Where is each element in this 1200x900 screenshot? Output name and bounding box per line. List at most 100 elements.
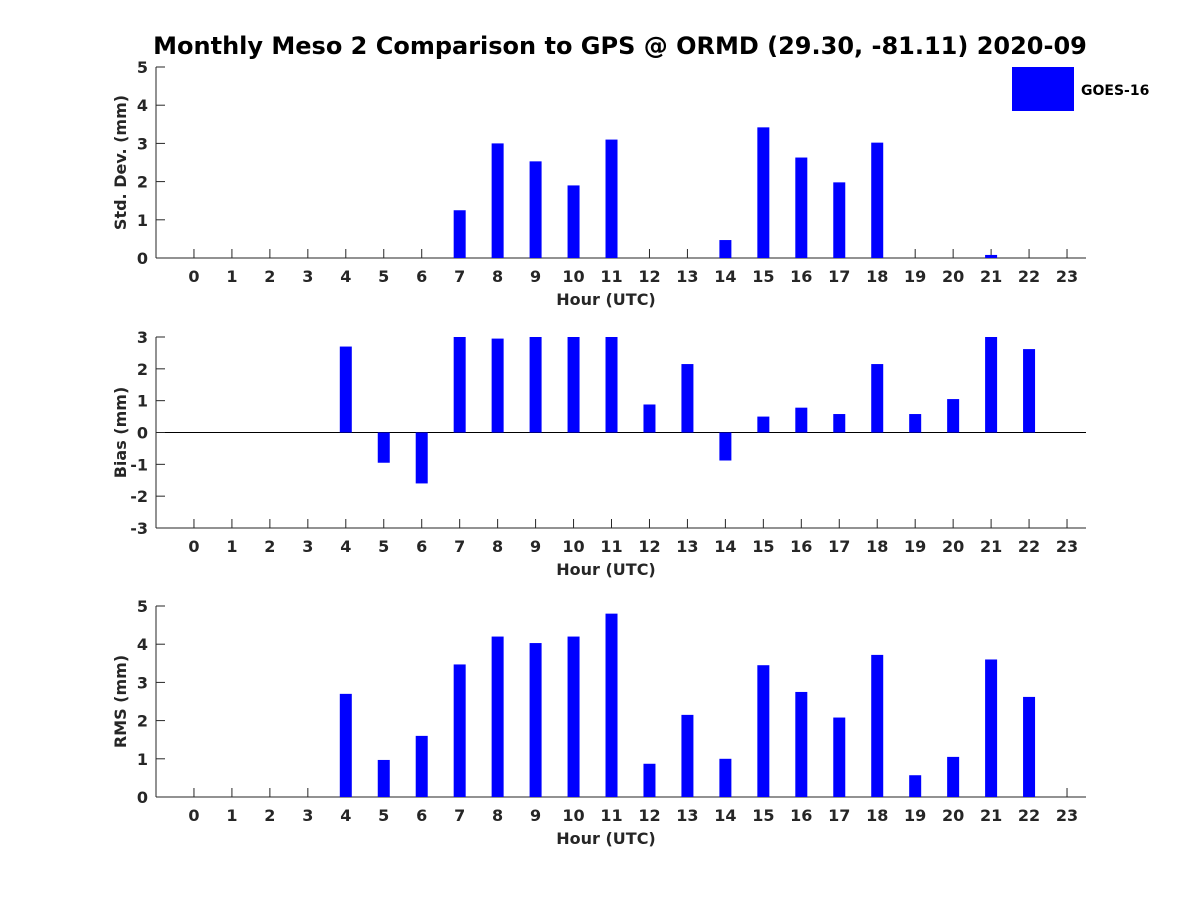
bias-bar-hour-4 bbox=[339, 346, 352, 433]
bias-x-tick-label: 11 bbox=[600, 537, 622, 556]
bias-y-tick-label: -1 bbox=[130, 455, 148, 474]
rms-x-tick-label: 8 bbox=[492, 806, 503, 825]
bias-bar-hour-22 bbox=[1023, 349, 1036, 433]
bias-y-tick-label: 1 bbox=[137, 392, 148, 411]
std-dev-x-tick-label: 16 bbox=[790, 267, 812, 286]
bias-bar-hour-16 bbox=[795, 407, 808, 433]
rms-x-tick-label: 6 bbox=[416, 806, 427, 825]
rms-y-tick-label: 2 bbox=[137, 712, 148, 731]
rms-x-tick-label: 0 bbox=[188, 806, 199, 825]
bias-x-tick-label: 18 bbox=[866, 537, 888, 556]
rms-bar-hour-17 bbox=[833, 717, 846, 797]
rms-bar-hour-18 bbox=[871, 654, 884, 797]
rms-bar-hour-16 bbox=[795, 691, 808, 797]
std-dev-y-tick-label: 2 bbox=[137, 173, 148, 192]
std-dev-x-tick-label: 10 bbox=[562, 267, 584, 286]
std-dev-x-tick-label: 5 bbox=[378, 267, 389, 286]
rms-bar-hour-8 bbox=[491, 636, 504, 797]
rms-bar-hour-12 bbox=[643, 763, 656, 797]
rms-bar-hour-14 bbox=[719, 758, 732, 797]
std-dev-bar-hour-18 bbox=[871, 142, 884, 258]
rms-x-tick-label: 20 bbox=[942, 806, 964, 825]
std-dev-bar-hour-8 bbox=[491, 143, 504, 258]
rms-y-tick-label: 5 bbox=[137, 597, 148, 616]
bias-x-tick-label: 6 bbox=[416, 537, 427, 556]
rms-bar-hour-5 bbox=[377, 759, 390, 797]
bias-x-tick-label: 5 bbox=[378, 537, 389, 556]
rms-bar-hour-22 bbox=[1023, 696, 1036, 797]
std-dev-x-tick-label: 13 bbox=[676, 267, 698, 286]
rms-y-tick-label: 1 bbox=[137, 750, 148, 769]
rms-x-tick-label: 9 bbox=[530, 806, 541, 825]
std-dev-x-tick-label: 20 bbox=[942, 267, 964, 286]
std-dev-y-tick-label: 0 bbox=[137, 249, 148, 268]
bias-bar-hour-9 bbox=[529, 337, 542, 433]
rms-x-tick-label: 22 bbox=[1018, 806, 1040, 825]
rms-x-tick-label: 17 bbox=[828, 806, 850, 825]
std-dev-bar-hour-11 bbox=[605, 139, 618, 258]
bias-bar-hour-8 bbox=[491, 338, 504, 433]
bias-x-tick-label: 20 bbox=[942, 537, 964, 556]
bias-x-tick-label: 13 bbox=[676, 537, 698, 556]
bias-bar-hour-5 bbox=[377, 432, 390, 463]
bias-y-tick-label: 0 bbox=[137, 424, 148, 443]
rms-x-tick-label: 3 bbox=[302, 806, 313, 825]
std-dev-x-tick-label: 12 bbox=[638, 267, 660, 286]
bias-bar-hour-17 bbox=[833, 414, 846, 433]
bias-bar-hour-12 bbox=[643, 404, 656, 433]
legend: GOES-16 bbox=[1012, 67, 1149, 111]
rms-bar-hour-19 bbox=[909, 775, 922, 797]
std-dev-x-tick-label: 22 bbox=[1018, 267, 1040, 286]
std-dev-x-tick-label: 3 bbox=[302, 267, 313, 286]
rms-x-tick-label: 13 bbox=[676, 806, 698, 825]
std-dev-x-tick-label: 11 bbox=[600, 267, 622, 286]
bias-bar-hour-21 bbox=[985, 337, 998, 433]
std-dev-x-tick-label: 14 bbox=[714, 267, 736, 286]
bias-x-tick-label: 12 bbox=[638, 537, 660, 556]
bias-x-tick-label: 8 bbox=[492, 537, 503, 556]
bias-x-tick-label: 19 bbox=[904, 537, 926, 556]
rms-x-tick-label: 2 bbox=[264, 806, 275, 825]
rms-bar-hour-11 bbox=[605, 613, 618, 797]
bias-bar-hour-14 bbox=[719, 432, 732, 461]
std-dev-y-axis-label: Std. Dev. (mm) bbox=[111, 95, 130, 230]
rms-x-tick-label: 21 bbox=[980, 806, 1002, 825]
std-dev-bar-hour-14 bbox=[719, 240, 732, 258]
std-dev-x-tick-label: 21 bbox=[980, 267, 1002, 286]
bias-bar-hour-6 bbox=[415, 432, 428, 484]
rms-bar-hour-20 bbox=[947, 756, 960, 797]
std-dev-x-tick-label: 19 bbox=[904, 267, 926, 286]
rms-x-tick-label: 10 bbox=[562, 806, 584, 825]
rms-bar-hour-4 bbox=[339, 693, 352, 797]
bias-bar-hour-11 bbox=[605, 337, 618, 433]
std-dev-bar-hour-17 bbox=[833, 182, 846, 258]
std-dev-y-tick-label: 1 bbox=[137, 211, 148, 230]
std-dev-x-tick-label: 18 bbox=[866, 267, 888, 286]
bias-x-tick-label: 17 bbox=[828, 537, 850, 556]
rms-x-axis-label: Hour (UTC) bbox=[556, 829, 656, 848]
std-dev-x-tick-label: 6 bbox=[416, 267, 427, 286]
rms-x-tick-label: 1 bbox=[226, 806, 237, 825]
std-dev-y-tick-label: 5 bbox=[137, 58, 148, 77]
std-dev-x-tick-label: 7 bbox=[454, 267, 465, 286]
bias-y-tick-label: -2 bbox=[130, 487, 148, 506]
rms-bar-hour-10 bbox=[567, 636, 580, 797]
rms-x-tick-label: 7 bbox=[454, 806, 465, 825]
chart-title: Monthly Meso 2 Comparison to GPS @ ORMD … bbox=[153, 32, 1087, 60]
bias-bar-hour-18 bbox=[871, 364, 884, 433]
bias-bar-hour-13 bbox=[681, 364, 694, 433]
std-dev-bar-hour-10 bbox=[567, 185, 580, 258]
rms-x-tick-label: 4 bbox=[340, 806, 351, 825]
rms-bar-hour-7 bbox=[453, 664, 466, 797]
bias-x-tick-label: 4 bbox=[340, 537, 351, 556]
std-dev-x-tick-label: 8 bbox=[492, 267, 503, 286]
bias-x-tick-label: 7 bbox=[454, 537, 465, 556]
bias-y-tick-label: 2 bbox=[137, 360, 148, 379]
rms-y-tick-label: 3 bbox=[137, 673, 148, 692]
std-dev-x-tick-label: 15 bbox=[752, 267, 774, 286]
std-dev-y-tick-label: 4 bbox=[137, 96, 148, 115]
bias-x-axis-label: Hour (UTC) bbox=[556, 560, 656, 579]
bias-x-tick-label: 9 bbox=[530, 537, 541, 556]
bias-bar-hour-7 bbox=[453, 337, 466, 433]
